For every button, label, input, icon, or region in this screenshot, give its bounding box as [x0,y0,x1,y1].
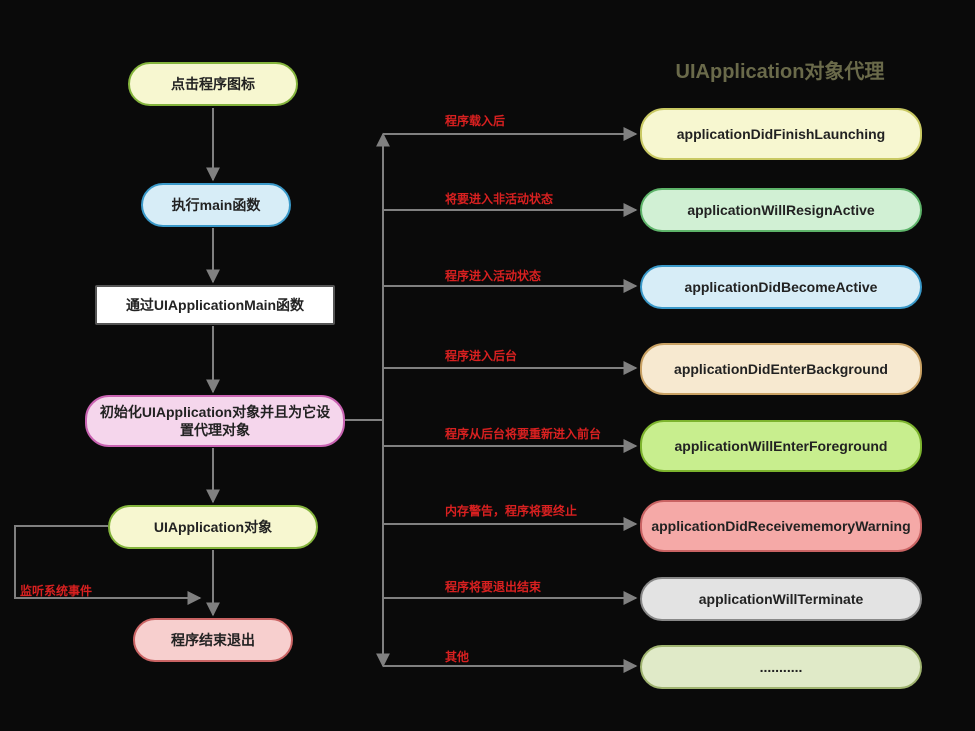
delegate-header: UIApplication对象代理 [640,60,920,84]
edge-label-0: 程序载入后 [445,112,505,129]
right-node-7: ........... [640,645,922,689]
left-node-4: UIApplication对象 [108,505,318,549]
edge-label-3: 程序进入后台 [445,347,517,364]
edge-label-4: 程序从后台将要重新进入前台 [445,425,601,442]
edge-label-6: 程序将要退出结束 [445,578,541,595]
left-node-2: 通过UIApplicationMain函数 [95,285,335,325]
edge-label-5: 内存警告，程序将要终止 [445,502,577,519]
edge-label-1: 将要进入非活动状态 [445,190,553,207]
right-node-2: applicationDidBecomeActive [640,265,922,309]
left-node-5: 程序结束退出 [133,618,293,662]
right-node-3: applicationDidEnterBackground [640,343,922,395]
edge-label-2: 程序进入活动状态 [445,267,541,284]
right-node-1: applicationWillResignActive [640,188,922,232]
right-node-6: applicationWillTerminate [640,577,922,621]
edge-label-7: 其他 [445,648,469,665]
left-node-1: 执行main函数 [141,183,291,227]
right-node-5: applicationDidReceivememoryWarning [640,500,922,552]
left-node-0: 点击程序图标 [128,62,298,106]
edge-label-8: 监听系统事件 [20,582,92,599]
right-node-0: applicationDidFinishLaunching [640,108,922,160]
left-node-3: 初始化UIApplication对象并且为它设置代理对象 [85,395,345,447]
right-node-4: applicationWillEnterForeground [640,420,922,472]
